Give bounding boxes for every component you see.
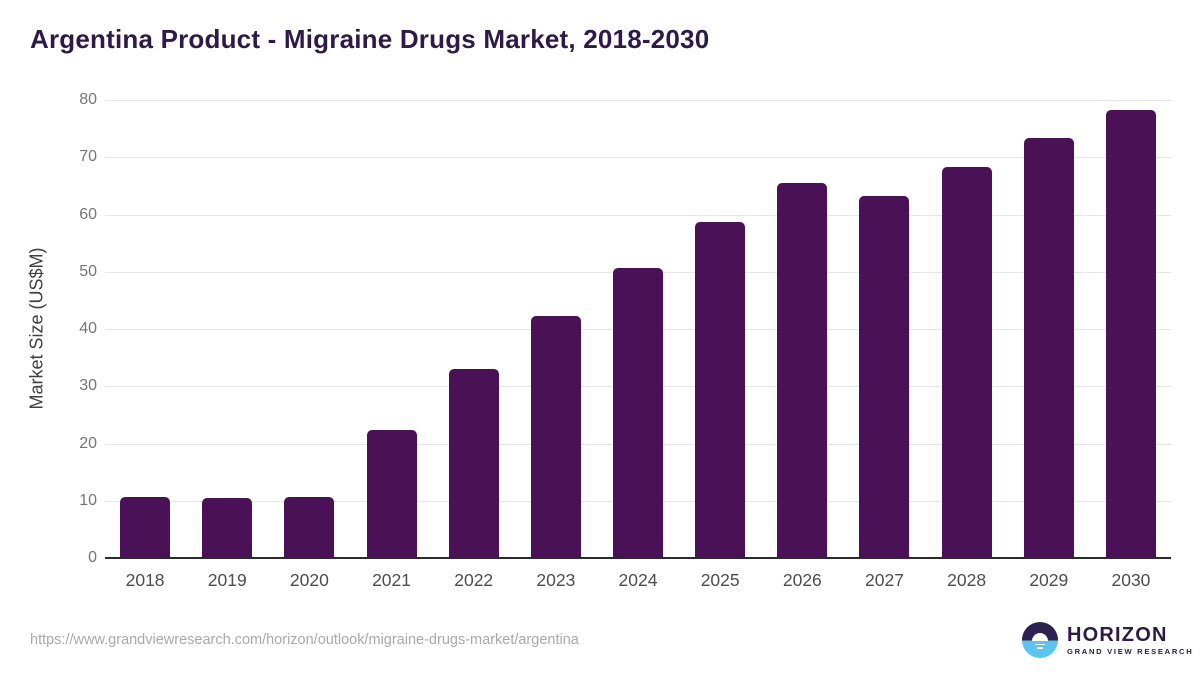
bar-2028 [941,166,992,558]
bar-2021 [366,429,417,558]
x-tick-label-2023: 2023 [536,570,576,590]
logo-text: HORIZON GRAND VIEW RESEARCH [1067,625,1193,656]
bar-slot-2020 [268,100,350,558]
water-reflection-icon [1037,647,1043,649]
gridline-70 [105,157,1171,159]
bar-slot-2025 [679,100,761,558]
horizon-logo: HORIZON GRAND VIEW RESEARCH [1022,622,1193,658]
x-tick-label-2022: 2022 [454,570,494,590]
bar-slot-2028 [926,100,1008,558]
x-tick-label-2024: 2024 [618,570,658,590]
bar-slot-2026 [761,100,843,558]
x-tick-label-2028: 2028 [947,570,987,590]
gridline-80 [105,100,1171,101]
y-tick-label-0: 0 [88,549,97,566]
chart-title: Argentina Product - Migraine Drugs Marke… [30,24,710,54]
x-tick-label-2026: 2026 [782,570,822,590]
y-tick-label-80: 80 [79,91,97,108]
water-reflection-icon [1035,643,1045,646]
x-axis-line [105,557,1171,559]
x-tick-label-2019: 2019 [207,570,247,590]
y-tick-label-30: 30 [79,377,97,395]
sun-icon [1032,632,1048,641]
y-tick-label-10: 10 [79,491,97,509]
gridline-60 [105,214,1171,216]
y-tick-label-50: 50 [79,262,97,280]
x-tick-label-2029: 2029 [1029,570,1069,590]
bar-2018 [120,496,171,558]
x-tick-label-2020: 2020 [289,570,329,590]
y-tick-label-20: 20 [79,434,97,452]
bar-slot-2027 [843,100,925,558]
logo-subtitle: GRAND VIEW RESEARCH [1067,646,1194,656]
x-tick-label-2027: 2027 [865,570,904,590]
y-axis-title: Market Size (US$M) [26,247,47,410]
bar-2027 [859,195,910,558]
x-axis-tick-labels: 2018 2019 2020 2021 2022 2023 2024 2025 2026 2027… [104,570,1172,591]
logo-title: HORIZON [1067,623,1168,646]
bars-container [104,100,1172,558]
bar-2020 [284,496,335,558]
bar-2019 [202,497,253,558]
bar-slot-2024 [597,100,679,558]
bar-2022 [448,368,499,558]
source-url: https://www.grandviewresearch.com/horizo… [30,632,579,648]
x-tick-label-2025: 2025 [700,570,740,590]
bar-2026 [777,183,828,558]
bar-slot-2030 [1090,100,1172,558]
bar-slot-2023 [515,100,597,558]
horizon-sun-over-water-icon [1022,622,1058,658]
bar-2025 [695,221,746,558]
bar-2029 [1023,137,1074,558]
x-tick-label-2018: 2018 [125,570,165,590]
bar-2030 [1105,110,1156,558]
bar-slot-2019 [186,100,268,558]
x-tick-label-2030: 2030 [1111,570,1151,590]
x-tick-label-2021: 2021 [372,570,412,590]
bar-slot-2021 [350,100,432,558]
bar-slot-2029 [1008,100,1090,558]
y-tick-label-40: 40 [79,320,97,337]
bar-2024 [613,267,664,558]
bar-2023 [530,316,581,558]
y-tick-label-70: 70 [79,148,97,166]
bar-slot-2018 [104,100,186,558]
bar-slot-2022 [433,100,515,558]
y-tick-label-60: 60 [79,205,97,223]
